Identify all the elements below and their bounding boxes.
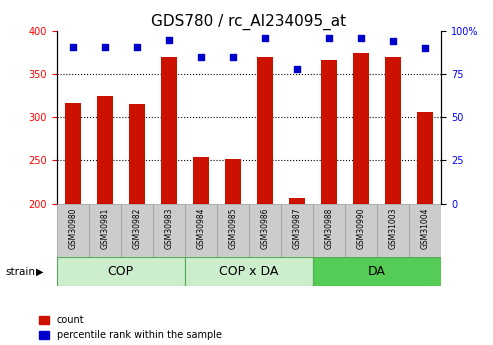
Title: GDS780 / rc_AI234095_at: GDS780 / rc_AI234095_at (151, 13, 347, 30)
Bar (97, 96, 113, 204)
Point (165, 37, 173, 42)
Point (69, 44, 77, 49)
Bar (57, 204, 89, 257)
Legend: count, percentile rank within the sample: count, percentile rank within the sample (39, 315, 222, 340)
Bar (321, 60, 337, 204)
Point (229, 54, 237, 60)
Text: COP: COP (108, 265, 134, 278)
Bar (353, 53, 369, 204)
Bar (129, 104, 145, 204)
Text: COP x DA: COP x DA (219, 265, 279, 278)
Bar (193, 157, 209, 204)
Text: GSM30983: GSM30983 (164, 208, 174, 249)
Bar (57, 257, 185, 286)
Bar (65, 103, 81, 204)
Text: GSM30987: GSM30987 (292, 208, 302, 249)
Bar (377, 204, 409, 257)
Text: GSM30988: GSM30988 (324, 208, 334, 249)
Bar (313, 204, 345, 257)
Bar (417, 112, 433, 204)
Point (197, 54, 205, 60)
Text: GSM30981: GSM30981 (100, 208, 109, 249)
Text: strain: strain (5, 267, 35, 276)
Point (133, 44, 141, 49)
Point (261, 35, 269, 41)
Text: GSM31003: GSM31003 (388, 208, 398, 249)
Bar (161, 57, 177, 204)
Text: ▶: ▶ (36, 267, 43, 276)
Point (325, 35, 333, 41)
Text: GSM30986: GSM30986 (260, 208, 270, 249)
Point (389, 39, 397, 44)
Bar (153, 204, 185, 257)
Point (101, 44, 108, 49)
Text: GSM30985: GSM30985 (228, 208, 238, 249)
Bar (385, 57, 401, 204)
Bar (409, 204, 441, 257)
Bar (89, 204, 121, 257)
Text: GSM30984: GSM30984 (196, 208, 206, 249)
Bar (289, 197, 305, 204)
Bar (225, 159, 241, 204)
Text: GSM31004: GSM31004 (421, 208, 430, 249)
Text: GSM30980: GSM30980 (68, 208, 77, 249)
Bar (257, 57, 273, 204)
Text: DA: DA (368, 265, 386, 278)
Point (293, 66, 301, 72)
Text: GSM30990: GSM30990 (356, 208, 366, 249)
Bar (281, 204, 313, 257)
Bar (185, 204, 217, 257)
Bar (345, 204, 377, 257)
Bar (217, 204, 249, 257)
Bar (185, 257, 313, 286)
Bar (313, 257, 441, 286)
Point (421, 46, 429, 51)
Text: GSM30982: GSM30982 (132, 208, 141, 249)
Bar (249, 204, 281, 257)
Bar (121, 204, 153, 257)
Point (357, 35, 365, 41)
